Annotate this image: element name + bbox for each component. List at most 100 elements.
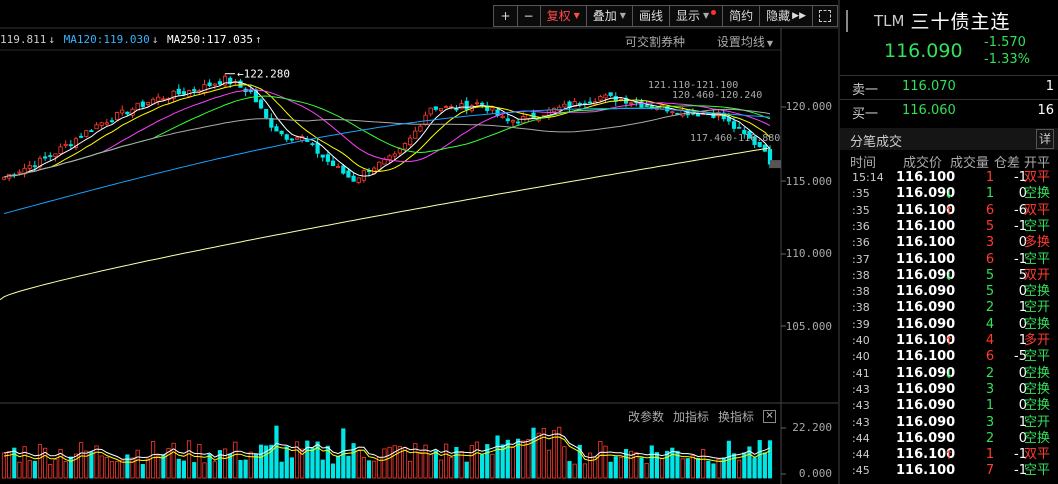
hide-panel-button[interactable]: 隐藏 ▶▶	[759, 5, 813, 27]
candle	[53, 153, 58, 158]
volume-bar	[346, 455, 351, 479]
volume-bar	[531, 427, 536, 479]
volume-bar	[587, 452, 593, 479]
volume-bar	[603, 445, 608, 479]
tick-volume: 5	[985, 218, 995, 234]
volume-bar	[48, 464, 53, 479]
tick-type: 空平	[1024, 218, 1051, 234]
candle	[284, 134, 289, 140]
volume-bar	[495, 435, 500, 479]
candle	[341, 165, 346, 174]
candle	[510, 120, 516, 123]
panel-divider[interactable]	[838, 0, 840, 484]
chart-toolbar: + − 复权 ▼ 叠加 ▼ 画线 显示 ▼ 简约 隐藏 ▶▶	[493, 5, 838, 27]
tick-row: :38 116.090 ↓ 5 5 双开	[840, 268, 1058, 284]
change-params-link[interactable]: 改参数	[628, 410, 665, 424]
ticks-column-header: 时间 成交价 成交量 仓差 开平	[840, 152, 1058, 171]
candle	[711, 113, 716, 118]
tick-volume: 7	[985, 463, 995, 479]
ticks-detail-button[interactable]: 详	[1036, 129, 1054, 149]
candle	[27, 165, 32, 169]
candle	[140, 101, 145, 107]
tick-time: :44	[852, 431, 870, 445]
volume-axis-top: 22.200	[792, 421, 832, 434]
fullscreen-button[interactable]	[812, 5, 838, 27]
hide-label: 隐藏	[766, 9, 791, 23]
volume-bar	[274, 425, 279, 479]
arrow-up-icon: ↑	[944, 448, 955, 463]
ma120-line	[3, 108, 771, 215]
volume-bar	[325, 445, 330, 479]
zoom-in-button[interactable]: +	[493, 5, 518, 27]
col-price: 成交价	[903, 156, 943, 171]
tick-volume: 3	[985, 414, 995, 430]
volume-bar	[104, 456, 109, 479]
volume-bar	[505, 439, 510, 479]
volume-bar	[490, 453, 495, 479]
volume-bar	[464, 461, 469, 479]
display-dropdown[interactable]: 显示 ▼	[668, 5, 724, 27]
volume-bar	[551, 430, 557, 479]
volume-bar	[68, 456, 73, 479]
divider	[840, 99, 1058, 100]
volume-bar	[562, 446, 567, 479]
ma250-line	[0, 147, 771, 301]
tick-volume: 1	[985, 398, 995, 414]
candle	[639, 101, 644, 108]
volume-bar	[320, 459, 325, 479]
tick-row: :41 116.090 ↓ 2 0 空换	[840, 366, 1058, 382]
tick-row: 15:14 116.100 1 -1 双平	[840, 170, 1058, 186]
rollover-link[interactable]: 可交割券种	[624, 35, 685, 49]
zoom-out-button[interactable]: −	[516, 5, 541, 27]
volume-bar	[135, 449, 140, 479]
ma-settings-link[interactable]: 设置均线 ▼	[703, 35, 773, 49]
candle	[464, 100, 469, 110]
switch-indicator-link[interactable]: 换指标	[718, 410, 755, 424]
candle	[156, 96, 161, 102]
volume-bar	[73, 453, 79, 479]
candle	[274, 126, 279, 132]
volume-bar	[598, 441, 603, 479]
add-indicator-link[interactable]: 加指标	[673, 410, 710, 424]
overlay-dropdown[interactable]: 叠加 ▼	[585, 5, 633, 27]
volume-bar	[613, 456, 618, 479]
last-price: 116.090	[884, 40, 963, 62]
ma250-arrow-icon: ↑	[255, 33, 262, 46]
close-icon[interactable]: ×	[763, 410, 777, 423]
tick-row: :36 116.100 3 0 多换	[840, 235, 1058, 251]
volume-bar	[336, 455, 341, 479]
candle	[356, 177, 361, 183]
top-links: 可交割券种 设置均线 ▼	[611, 33, 773, 50]
volume-bar	[459, 451, 464, 479]
volume-bar	[402, 447, 408, 479]
draw-line-button[interactable]: 画线	[631, 5, 670, 27]
volume-bar	[716, 458, 721, 479]
adjust-label: 复权	[546, 9, 571, 23]
tick-oi-change: 0	[1018, 235, 1027, 251]
tick-time: :35	[852, 187, 870, 201]
volume-bar	[130, 457, 135, 479]
adjust-dropdown[interactable]: 复权 ▼	[539, 5, 587, 27]
candle	[294, 137, 300, 140]
volume-bar	[526, 439, 531, 479]
arrow-down-icon: ↓	[944, 187, 955, 202]
volume-bar	[418, 451, 423, 479]
candle	[176, 88, 181, 95]
tick-time: :38	[852, 301, 870, 315]
candle	[289, 138, 294, 141]
tick-row: :37 116.100 6 -1 空平	[840, 252, 1058, 268]
tick-volume: 5	[985, 284, 995, 300]
volume-bar	[644, 462, 649, 479]
ma60-line	[3, 108, 771, 178]
fullscreen-icon	[819, 10, 831, 22]
kline-chart-area[interactable]: ←122.280 121.110-121.100 120.460-120.240 11…	[0, 0, 838, 484]
tick-volume: 1	[985, 447, 995, 463]
simple-mode-button[interactable]: 简约	[722, 5, 761, 27]
volume-bar	[12, 447, 17, 479]
volume-bar	[1, 452, 7, 479]
change-percent: -1.33%	[984, 52, 1030, 67]
tick-type: 双平	[1024, 202, 1051, 218]
volume-bar	[690, 455, 695, 479]
volume-bar	[582, 463, 588, 479]
